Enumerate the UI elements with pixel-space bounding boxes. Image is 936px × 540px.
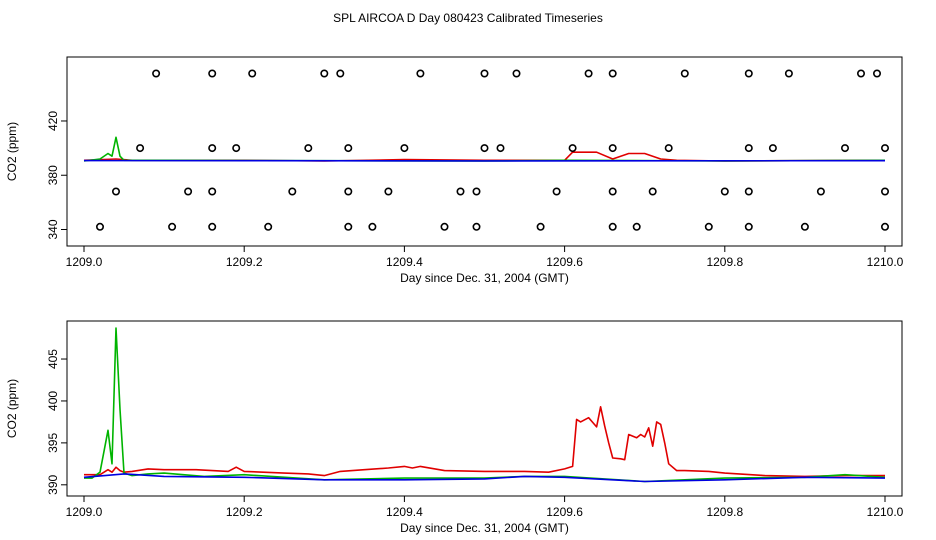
calibration-point xyxy=(232,144,241,153)
calibration-point xyxy=(680,69,689,78)
plot-frame xyxy=(66,320,903,497)
calibration-point xyxy=(208,187,217,196)
x-tick-label: 1209.2 xyxy=(226,255,263,269)
calibration-point xyxy=(480,144,489,153)
y-axis-title: CO2 (ppm) xyxy=(5,379,19,438)
x-tick-label: 1209.8 xyxy=(706,505,743,519)
calibration-point xyxy=(344,187,353,196)
x-tick-label: 1209.0 xyxy=(66,505,103,519)
calibration-point xyxy=(440,222,449,231)
calibration-point xyxy=(744,187,753,196)
calibration-point xyxy=(568,144,577,153)
series-line-red xyxy=(84,405,885,478)
figure-title: SPL AIRCOA D Day 080423 Calibrated Times… xyxy=(333,11,603,25)
calibration-point xyxy=(472,222,481,231)
calibration-point xyxy=(784,69,793,78)
calibration-point xyxy=(536,222,545,231)
y-tick-label: 405 xyxy=(46,349,60,369)
calibration-point xyxy=(152,69,161,78)
calibration-point xyxy=(584,69,593,78)
calibration-point xyxy=(608,187,617,196)
calibration-point xyxy=(704,222,713,231)
calibration-point xyxy=(136,144,145,153)
calibration-point xyxy=(344,222,353,231)
calibration-point xyxy=(816,187,825,196)
calibration-point xyxy=(168,222,177,231)
x-axis-title: Day since Dec. 31, 2004 (GMT) xyxy=(400,521,569,535)
calibration-point xyxy=(768,144,777,153)
calibration-point xyxy=(856,69,865,78)
calibration-point xyxy=(208,69,217,78)
x-tick-label: 1209.6 xyxy=(546,505,583,519)
calibration-point xyxy=(320,69,329,78)
y-tick-label: 390 xyxy=(46,474,60,494)
y-tick-label: 395 xyxy=(46,433,60,453)
x-tick-label: 1209.4 xyxy=(386,505,423,519)
calibration-point xyxy=(400,144,409,153)
calibration-point xyxy=(496,144,505,153)
calibration-point xyxy=(368,222,377,231)
calibration-point xyxy=(608,144,617,153)
calibration-point xyxy=(720,187,729,196)
bottom-panel: 1209.0 1209.2 1209.4 1209.6 1209.8 1210.0 390 3… xyxy=(5,320,904,535)
calibration-point xyxy=(208,144,217,153)
calibration-point xyxy=(288,187,297,196)
top-panel: 1209.0 1209.2 1209.4 1209.6 1209.8 1210.0 340 3… xyxy=(5,56,904,285)
y-tick-label: 420 xyxy=(46,111,60,131)
y-axis-title: CO2 (ppm) xyxy=(5,122,19,181)
x-tick-label: 1210.0 xyxy=(867,505,904,519)
calibration-point xyxy=(384,187,393,196)
calibration-point xyxy=(872,69,881,78)
calibration-point xyxy=(336,69,345,78)
calibration-point xyxy=(744,69,753,78)
calibration-point xyxy=(472,187,481,196)
y-tick-label: 380 xyxy=(46,165,60,185)
calibration-point xyxy=(96,222,105,231)
calibration-point xyxy=(512,69,521,78)
plot-frame xyxy=(66,56,903,247)
x-tick-label: 1209.8 xyxy=(706,255,743,269)
calibration-point xyxy=(608,69,617,78)
calibration-point xyxy=(840,144,849,153)
calibration-point xyxy=(608,222,617,231)
y-tick-label: 340 xyxy=(46,219,60,239)
calibration-point xyxy=(648,187,657,196)
calibration-point xyxy=(664,144,673,153)
x-tick-label: 1209.0 xyxy=(66,255,103,269)
x-tick-label: 1209.6 xyxy=(546,255,583,269)
calibration-point xyxy=(800,222,809,231)
calibration-point xyxy=(208,222,217,231)
calibration-point xyxy=(632,222,641,231)
calibration-point xyxy=(416,69,425,78)
calibration-point xyxy=(264,222,273,231)
calibration-point xyxy=(304,144,313,153)
x-tick-label: 1209.4 xyxy=(386,255,423,269)
calibration-point xyxy=(744,144,753,153)
x-axis-title: Day since Dec. 31, 2004 (GMT) xyxy=(400,271,569,285)
calibration-point xyxy=(480,69,489,78)
x-tick-label: 1210.0 xyxy=(867,255,904,269)
calibration-point xyxy=(880,144,889,153)
calibration-point xyxy=(456,187,465,196)
calibration-point xyxy=(880,222,889,231)
calibration-point xyxy=(248,69,257,78)
series-line-green xyxy=(84,327,886,483)
series-line-green xyxy=(83,136,886,162)
calibration-point xyxy=(744,222,753,231)
y-tick-label: 400 xyxy=(46,391,60,411)
calibration-point xyxy=(344,144,353,153)
x-tick-label: 1209.2 xyxy=(226,505,263,519)
series-line-blue xyxy=(83,473,886,483)
calibration-point xyxy=(552,187,561,196)
calibration-point xyxy=(112,187,121,196)
calibration-point xyxy=(880,187,889,196)
calibration-point xyxy=(184,187,193,196)
